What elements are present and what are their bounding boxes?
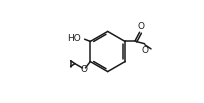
Text: O: O bbox=[142, 46, 149, 55]
Text: O: O bbox=[137, 22, 144, 31]
Text: HO: HO bbox=[67, 35, 81, 43]
Text: O: O bbox=[80, 65, 87, 74]
